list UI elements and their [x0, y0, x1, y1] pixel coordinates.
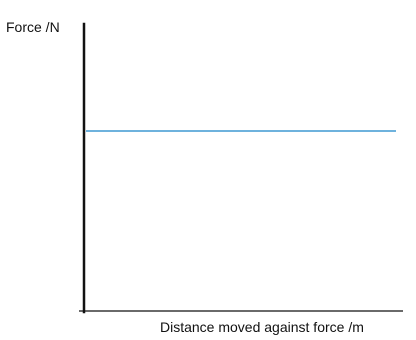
y-axis-label: Force /N — [6, 19, 60, 35]
x-axis-label: Distance moved against force /m — [160, 319, 364, 335]
